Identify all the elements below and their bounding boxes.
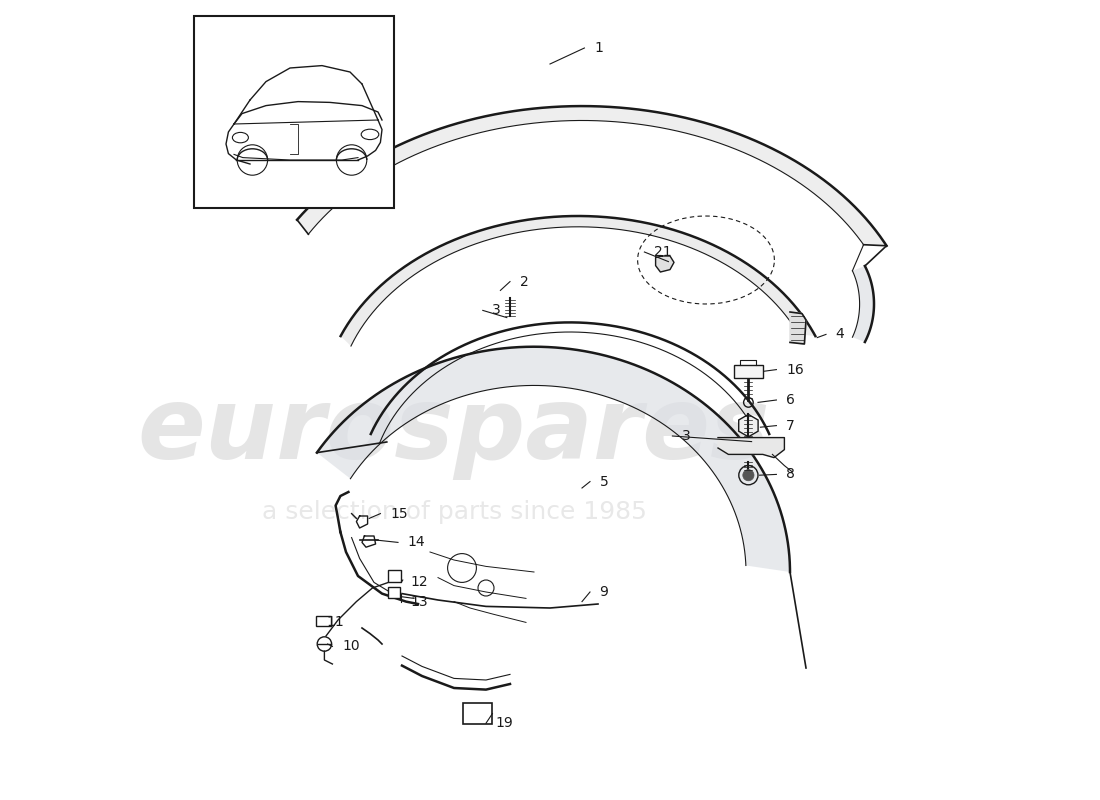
Polygon shape — [790, 312, 806, 344]
Text: 14: 14 — [408, 535, 426, 550]
Text: 7: 7 — [786, 418, 794, 433]
Bar — [388, 587, 399, 598]
Polygon shape — [341, 216, 815, 346]
Text: 15: 15 — [390, 506, 408, 521]
Text: 10: 10 — [342, 639, 360, 654]
FancyBboxPatch shape — [463, 703, 492, 724]
Polygon shape — [656, 256, 674, 272]
Bar — [388, 570, 401, 582]
Text: 11: 11 — [326, 615, 343, 630]
Bar — [194, 16, 394, 208]
Text: 4: 4 — [836, 327, 845, 342]
Polygon shape — [739, 414, 758, 437]
Text: 13: 13 — [410, 595, 428, 610]
Text: 2: 2 — [519, 274, 528, 289]
Text: eurospares: eurospares — [138, 383, 770, 481]
Text: 6: 6 — [786, 393, 795, 407]
Text: 8: 8 — [786, 467, 795, 482]
Polygon shape — [317, 346, 790, 572]
Bar — [317, 616, 331, 626]
Polygon shape — [718, 438, 784, 458]
Polygon shape — [852, 266, 874, 342]
Bar — [734, 365, 762, 378]
Text: 3: 3 — [682, 429, 691, 443]
Text: 3: 3 — [493, 303, 502, 318]
Text: a selection of parts since 1985: a selection of parts since 1985 — [262, 500, 647, 524]
Polygon shape — [297, 106, 887, 246]
Text: 9: 9 — [600, 585, 608, 599]
Text: 21: 21 — [654, 245, 672, 259]
Text: 1: 1 — [594, 41, 603, 55]
Text: 16: 16 — [786, 362, 804, 377]
Text: 19: 19 — [496, 716, 514, 730]
Text: 5: 5 — [600, 474, 608, 489]
Text: 12: 12 — [410, 575, 428, 590]
Circle shape — [742, 470, 754, 481]
